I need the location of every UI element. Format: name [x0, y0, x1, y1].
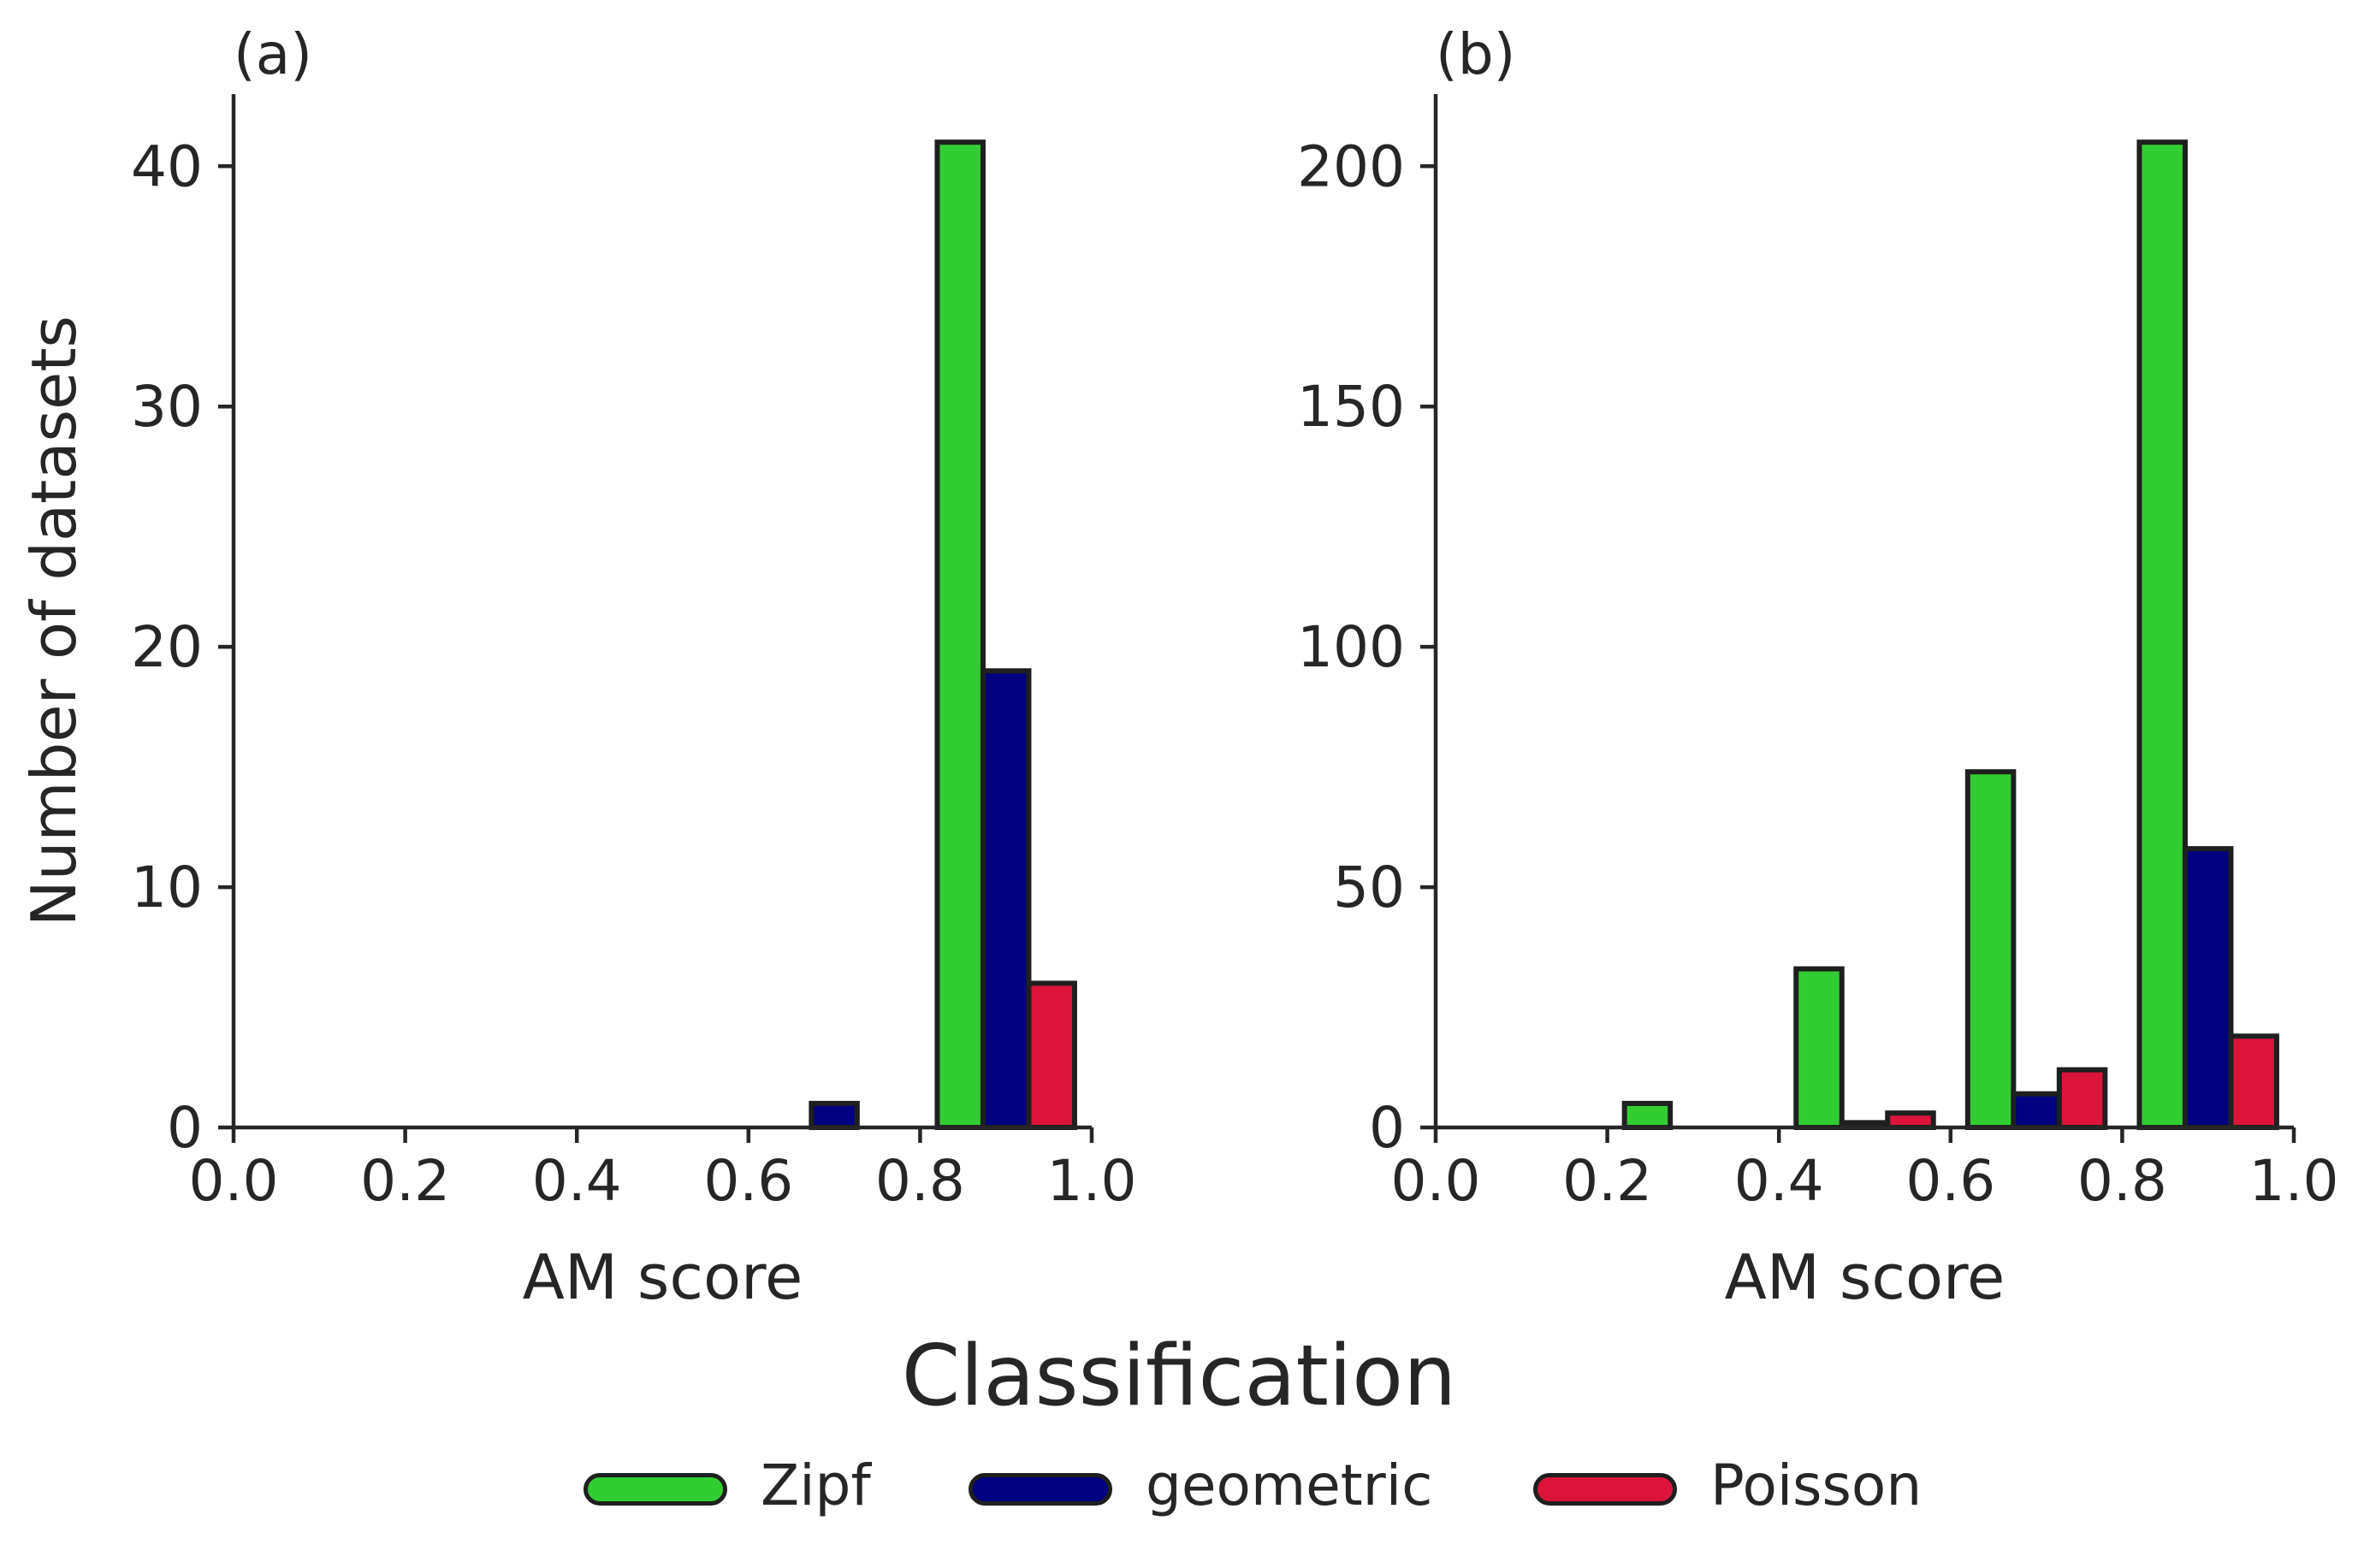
legend-swatch-zipf — [584, 1473, 727, 1506]
panel-a-bar-poisson-bin-4 — [1026, 980, 1077, 1131]
panel-b-bar-zipf-bin-4 — [2136, 139, 2188, 1131]
panel-b-x-tick-label-5: 1.0 — [2249, 1148, 2339, 1214]
panel-b-bar-poisson-bin-4 — [2228, 1033, 2279, 1130]
legend-label-zipf: Zipf — [761, 1453, 871, 1518]
panel-a-x-tick-label-2: 0.4 — [532, 1148, 622, 1214]
panel-b-bar-poisson-bin-3 — [2056, 1067, 2108, 1131]
panel-b-x-tick-label-4: 0.8 — [2077, 1148, 2167, 1214]
legend-label-geometric: geometric — [1146, 1453, 1433, 1518]
panel-a-y-tick-label-1: 10 — [131, 855, 203, 920]
panel-b-bar-geometric-bin-4 — [2182, 846, 2234, 1130]
panel-a-x-tick-label-1: 0.2 — [360, 1148, 450, 1214]
panel-b-y-tick-label-4: 200 — [1297, 133, 1405, 199]
panel-a-label: (a) — [234, 21, 312, 87]
panel-a-x-tick-label-5: 1.0 — [1047, 1148, 1137, 1214]
panel-b-y-tick-label-3: 150 — [1297, 374, 1405, 440]
panel-a-x-tick-label-3: 0.6 — [703, 1148, 793, 1214]
panel-b-x-axis-label: AM score — [1725, 1241, 2005, 1313]
panel-b-y-tick-label-1: 50 — [1333, 855, 1405, 920]
panel-b-y-tick-label-0: 0 — [1369, 1095, 1405, 1161]
panel-b-x-tick-label-3: 0.6 — [1905, 1148, 1995, 1214]
panel-a-y-axis-label: Number of datasets — [18, 316, 90, 926]
panel-a-y-tick-label-4: 40 — [131, 133, 203, 199]
panel-a-x-tick-label-0: 0.0 — [189, 1148, 279, 1214]
panel-a-bar-geometric-bin-4 — [980, 668, 1032, 1130]
panel-b-bar-poisson-bin-2 — [1885, 1110, 1936, 1130]
panel-a-bar-zipf-bin-4 — [934, 139, 986, 1131]
panel-b-bar-zipf-bin-1 — [1621, 1100, 1674, 1131]
panel-b-x-tick-label-0: 0.0 — [1391, 1148, 1481, 1214]
panel-b-bar-zipf-bin-3 — [1964, 769, 2017, 1130]
panel-a-y-tick-label-2: 20 — [131, 614, 203, 680]
legend-swatch-poisson — [1533, 1473, 1677, 1506]
legend-label-poisson: Poisson — [1710, 1453, 1923, 1518]
panel-a-bar-geometric-bin-3 — [809, 1100, 860, 1131]
legend: Zipf geometric Poisson — [584, 1454, 2209, 1531]
panel-a-y-tick-label-3: 30 — [131, 374, 203, 440]
panel-b-x-tick-label-1: 0.2 — [1562, 1148, 1652, 1214]
panel-b-bar-zipf-bin-2 — [1793, 966, 1845, 1131]
panel-b-y-tick-label-2: 100 — [1297, 614, 1405, 680]
panel-b-x-tick-label-2: 0.4 — [1734, 1148, 1824, 1214]
panel-b-label: (b) — [1436, 21, 1515, 87]
legend-swatch-geometric — [969, 1473, 1112, 1506]
panel-b-bar-geometric-bin-3 — [2011, 1091, 2062, 1131]
panel-a-x-axis-label: AM score — [523, 1241, 803, 1313]
panel-a-y-tick-label-0: 0 — [167, 1095, 203, 1161]
panel-a-x-tick-label-4: 0.8 — [875, 1148, 965, 1214]
legend-title: Classification — [901, 1328, 1457, 1425]
